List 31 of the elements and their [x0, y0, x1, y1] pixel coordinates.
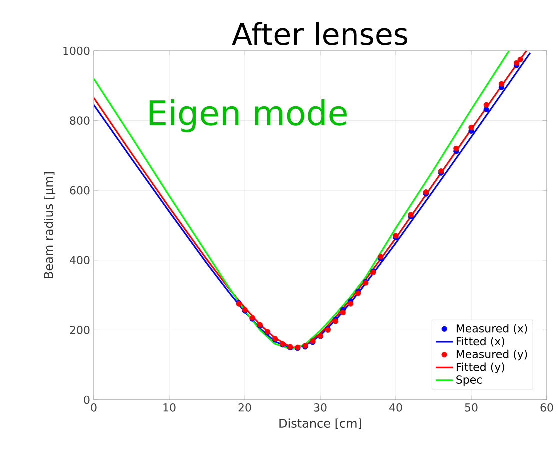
chart-title: After lenses: [232, 22, 408, 46]
x-tick-label: 0: [91, 404, 97, 412]
point: [498, 81, 504, 87]
y-tick-label: 600: [70, 186, 90, 195]
x-tick-label: 50: [465, 404, 478, 412]
point: [468, 124, 474, 131]
point: [514, 60, 520, 66]
x-tick-label: 10: [164, 404, 176, 412]
point: [484, 106, 490, 112]
legend-label: Fitted (x): [456, 337, 504, 347]
y-tick-label: 200: [70, 326, 90, 334]
y-tick-label: 800: [70, 116, 90, 125]
point: [484, 102, 490, 108]
y-axis-title: Beam radius [µm]: [44, 172, 56, 278]
point: [454, 146, 460, 152]
legend-label: Measured (x): [456, 324, 528, 334]
x-tick-label: 40: [390, 404, 402, 412]
point: [348, 301, 354, 307]
y-tick-label: 1000: [64, 46, 90, 56]
x-tick-label: 30: [314, 404, 327, 412]
x-tick-label: 60: [540, 404, 554, 412]
legend-label: Fitted (y): [456, 362, 504, 374]
x-axis-title: Distance [cm]: [280, 418, 362, 430]
point: [340, 310, 346, 316]
point: [518, 56, 524, 63]
legend-label: Measured (y): [456, 350, 528, 361]
annotation: Eigen mode: [150, 100, 347, 132]
y-tick-label: 400: [70, 256, 90, 265]
legend-label: Spec: [456, 376, 482, 386]
x-tick-label: 20: [238, 404, 252, 412]
y-tick-label: 0: [84, 396, 90, 404]
